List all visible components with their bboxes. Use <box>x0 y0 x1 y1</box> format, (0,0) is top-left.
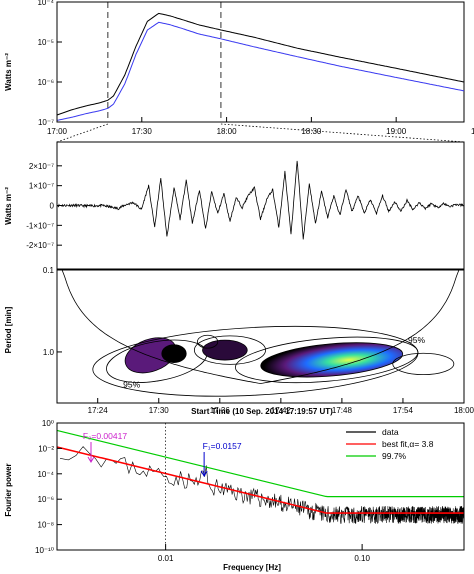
fourier-x-tick-label: 0.10 <box>354 554 370 563</box>
significance-label-left: 95% <box>123 379 140 389</box>
detrended-y-tick-label: 0 <box>50 202 55 211</box>
detrended-y-tick-label: -1×10⁻⁷ <box>26 221 54 230</box>
frequency-annotations: F₂=0.00417 F₁=0.0157 <box>83 431 242 477</box>
significance-label-right: 95% <box>408 335 425 345</box>
wavelet-x-ticks: 17:24 17:30 17:36 17:42 17:48 17:54 18:00 <box>88 398 474 415</box>
legend-label: best fit,α= 3.8 <box>382 439 434 449</box>
wavelet-contour-8 <box>197 334 219 349</box>
wavelet-contour-3 <box>193 335 266 365</box>
wavelet-contour-6 <box>92 326 419 397</box>
fourier-y-tick-label: 10⁻⁶ <box>38 495 54 504</box>
goes-ylabel: Watts m⁻² <box>4 53 13 91</box>
wavelet-power-contours <box>92 326 455 397</box>
detrended-ylabel: Watts m⁻² <box>4 187 13 225</box>
goes-x-tick-label: 17:30 <box>132 127 153 136</box>
fourier-y-tick-label: 10⁻⁸ <box>38 521 55 530</box>
wavelet-contour-9 <box>161 344 187 363</box>
goes-series-line-0 <box>56 12 465 116</box>
wavelet-x-tick-label: 17:24 <box>88 406 109 415</box>
wavelet-contour-2 <box>202 339 248 361</box>
fourier-y-tick-label: 10⁻² <box>38 444 54 453</box>
goes-y-tick-label: 10⁻⁵ <box>38 38 54 47</box>
fourier-x-ticks: 0.01 0.10 <box>158 544 370 563</box>
goes-marker-lines <box>107 2 222 122</box>
fourier-x-tick-label: 0.01 <box>158 554 174 563</box>
wavelet-contour-4 <box>260 342 404 378</box>
fourier-y-tick-label: 10⁰ <box>42 419 54 428</box>
zoom-connector-lines <box>56 123 465 143</box>
wavelet-y-tick-label: 1.0 <box>43 348 55 357</box>
legend-label: 99.7% <box>382 451 407 461</box>
wavelet-x-tick-label: 17:30 <box>149 406 170 415</box>
detrended-y-ticks: 2×10⁻⁷ 1×10⁻⁷ 0 -1×10⁻⁷ -2×10⁻⁷ <box>26 162 62 250</box>
detrended-y-tick-label: 2×10⁻⁷ <box>29 162 54 171</box>
goes-x-ticks: 17:00 17:30 18:00 18:30 19:00 19:30 <box>47 117 474 136</box>
detrended-panel: 2×10⁻⁷ 1×10⁻⁷ 0 -1×10⁻⁷ -2×10⁻⁷ Watts m⁻² <box>4 141 465 270</box>
goes-lightcurve-panel: 10⁻⁷ 10⁻⁶ 10⁻⁵ 10⁻⁴ 17:00 17:30 18:00 18:30 19:… <box>4 0 474 136</box>
goes-y-ticks: 10⁻⁷ 10⁻⁶ 10⁻⁵ 10⁻⁴ <box>37 0 62 127</box>
wavelet-xlabel: Start Time (10 Sep. 2014 17:19:57 UT) <box>191 407 333 416</box>
zoom-line-right <box>220 123 465 143</box>
wavelet-ylabel: Period [min] <box>4 306 13 353</box>
wavelet-x-tick-label: 17:54 <box>393 406 414 415</box>
fourier-data-series <box>59 446 464 524</box>
fourier-y-tick-label: 10⁻¹⁰ <box>35 546 54 555</box>
wavelet-x-tick-label: 18:00 <box>454 406 474 415</box>
fourier-legend: data best fit,α= 3.8 99.7% <box>346 427 434 461</box>
goes-y-tick-label: 10⁻⁴ <box>37 0 54 7</box>
wavelet-y-tick-label: 0.1 <box>43 266 55 275</box>
wavelet-x-tick-label: 17:48 <box>332 406 353 415</box>
goes-x-tick-label: 18:00 <box>217 127 238 136</box>
goes-x-tick-label: 19:30 <box>471 127 474 136</box>
fourier-xlabel: Frequency [Hz] <box>223 563 281 572</box>
fourier-data-line <box>59 446 464 524</box>
goes-series-line-1 <box>56 21 465 121</box>
detrended-y-tick-label: 1×10⁻⁷ <box>29 182 54 191</box>
cone-of-influence <box>57 270 464 384</box>
wavelet-y-ticks: 0.1 1.0 <box>43 266 62 357</box>
detrended-series-group <box>56 160 465 240</box>
goes-series-group <box>56 12 465 121</box>
legend-label: data <box>382 427 399 437</box>
wavelet-contour-7 <box>392 352 455 375</box>
wavelet-plot-frame <box>56 269 465 404</box>
detrended-y-tick-label: -2×10⁻⁷ <box>26 241 54 250</box>
fourier-plot-frame <box>56 422 465 551</box>
goes-plot-frame <box>56 1 465 123</box>
goes-y-tick-label: 10⁻⁷ <box>38 118 54 127</box>
wavelet-panel: 0.1 1.0 17:24 17:30 17:36 17:42 17:48 17:54 18:… <box>4 266 474 416</box>
wavelet-x-tick-label: 17:36 <box>210 406 231 415</box>
frequency-annotation-label: F₁=0.0157 <box>203 441 242 451</box>
goes-x-tick-label: 18:30 <box>301 127 322 136</box>
goes-y-tick-label: 10⁻⁶ <box>38 78 54 87</box>
frequency-annotation-arrowhead <box>87 456 95 463</box>
frequency-annotation-arrowhead <box>200 470 208 477</box>
frequency-annotation-label: F₂=0.00417 <box>83 431 127 441</box>
best-fit-line <box>57 446 464 514</box>
wavelet-x-tick-label: 17:42 <box>271 406 292 415</box>
significance-level-line <box>57 429 464 498</box>
fourier-y-ticks: 10⁰ 10⁻² 10⁻⁴ 10⁻⁶ 10⁻⁸ 10⁻¹⁰ <box>35 419 62 555</box>
fourier-y-tick-label: 10⁻⁴ <box>37 470 54 479</box>
detrended-plot-frame <box>56 141 465 270</box>
fourier-panel: 10⁰ 10⁻² 10⁻⁴ 10⁻⁶ 10⁻⁸ 10⁻¹⁰ 0.01 0.10 F₂=0.0… <box>4 419 465 572</box>
goes-x-tick-label: 17:00 <box>47 127 68 136</box>
detrended-series-line <box>56 160 465 240</box>
fourier-ylabel: Fourier power <box>4 463 13 516</box>
goes-x-tick-label: 19:00 <box>386 127 407 136</box>
